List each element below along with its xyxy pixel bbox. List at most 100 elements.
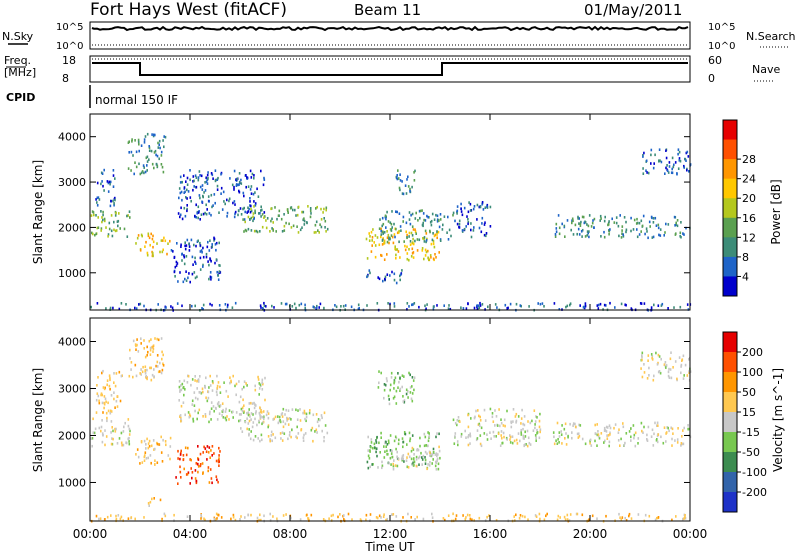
data-cell [144, 170, 147, 174]
data-cell [282, 425, 285, 429]
data-cell [217, 401, 220, 404]
data-cell [249, 204, 251, 207]
data-cell [619, 214, 621, 217]
data-cell [395, 515, 398, 518]
data-cell [205, 212, 208, 216]
data-cell [225, 407, 227, 411]
data-cell [467, 434, 470, 437]
data-cell [243, 194, 245, 198]
y-tick-label: 4000 [58, 335, 86, 348]
data-cell [112, 437, 114, 441]
data-cell [148, 236, 151, 240]
data-cell [269, 230, 271, 233]
data-cell [410, 255, 413, 258]
data-cell [652, 444, 655, 447]
data-cell [233, 169, 236, 173]
data-cell [297, 205, 300, 209]
data-cell [228, 418, 230, 421]
data-cell [241, 430, 244, 433]
data-cell [449, 307, 452, 311]
data-cell [135, 348, 137, 351]
data-cell [368, 239, 371, 242]
data-cell [137, 455, 140, 459]
data-cell [367, 454, 370, 458]
data-cell [296, 213, 299, 217]
data-cell [660, 160, 663, 164]
data-cell [674, 360, 677, 363]
data-cell [265, 413, 268, 417]
data-cell [574, 425, 577, 429]
data-cell [383, 396, 385, 400]
data-cell [194, 375, 196, 378]
data-cell [158, 157, 160, 161]
data-cell [412, 303, 414, 306]
data-cell [409, 243, 412, 246]
data-cell [391, 455, 394, 459]
data-cell [657, 223, 660, 227]
data-cell [326, 227, 329, 231]
data-cell [657, 424, 659, 427]
power-colorbar-label: Power [dB] [769, 179, 783, 244]
data-cell [219, 450, 221, 453]
data-cell [603, 441, 605, 444]
data-cell [371, 463, 373, 466]
data-cell [660, 435, 662, 439]
data-cell [309, 207, 312, 210]
data-cell [247, 413, 250, 417]
data-cell [424, 248, 427, 252]
data-cell [386, 443, 389, 446]
data-cell [178, 187, 181, 190]
data-cell [563, 224, 566, 228]
data-cell [216, 270, 218, 274]
data-cell [393, 395, 396, 399]
data-cell [684, 514, 686, 517]
data-cell [161, 350, 163, 354]
data-cell [515, 302, 518, 306]
data-cell [112, 185, 115, 188]
data-cell [605, 304, 607, 307]
data-cell [426, 452, 428, 456]
data-cell [597, 433, 600, 436]
colorbar-segment [723, 217, 737, 238]
data-cell [96, 201, 98, 204]
data-cell [597, 303, 600, 307]
data-cell [533, 409, 536, 412]
date-label: 01/May/2011 [584, 1, 682, 19]
data-cell [118, 212, 120, 215]
data-cell [668, 429, 670, 433]
data-cell [472, 229, 475, 232]
data-cell [160, 154, 163, 157]
data-cell [556, 421, 559, 425]
data-cell [271, 227, 273, 230]
data-cell [240, 213, 243, 216]
data-cell [373, 241, 375, 244]
data-cell [380, 436, 382, 439]
data-cell [479, 419, 482, 422]
data-cell [494, 409, 496, 412]
data-cell [421, 209, 423, 212]
data-cell [467, 222, 469, 226]
data-cell [105, 226, 107, 229]
data-cell [330, 514, 333, 518]
data-cell [102, 386, 105, 389]
data-cell [177, 212, 180, 215]
data-cell [97, 394, 100, 398]
data-cell [146, 251, 149, 255]
data-cell [102, 433, 104, 437]
data-cell [232, 374, 234, 378]
data-cell [135, 150, 138, 154]
data-cell [378, 277, 381, 281]
data-cell [684, 516, 686, 519]
data-cell [109, 409, 112, 413]
data-cell [641, 355, 643, 359]
data-cell [161, 250, 164, 254]
data-cell [197, 211, 200, 214]
data-cell [196, 387, 198, 390]
data-cell [202, 195, 204, 199]
data-cell [246, 384, 248, 387]
data-cell [316, 420, 319, 424]
data-cell [184, 190, 186, 194]
data-cell [576, 432, 579, 436]
data-cell [301, 210, 303, 214]
